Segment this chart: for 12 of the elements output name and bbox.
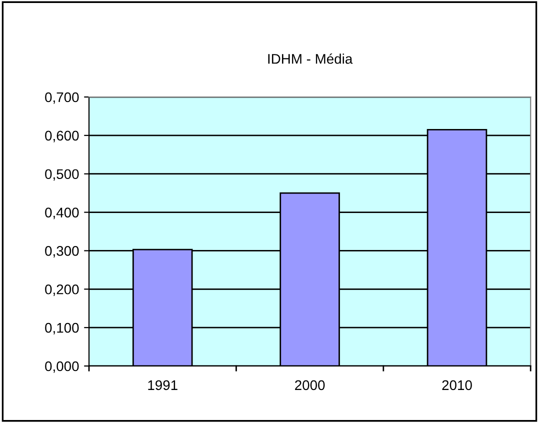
y-tick-label: 0,300 <box>45 246 79 258</box>
x-tick-label: 1991 <box>148 380 178 390</box>
y-tick-label: 0,100 <box>45 322 79 334</box>
y-tick-label: 0,400 <box>45 208 79 220</box>
y-tick-label: 0,000 <box>45 361 79 373</box>
y-tick-label: 0,600 <box>45 130 79 142</box>
x-tick-label: 2000 <box>295 380 325 390</box>
y-tick-label: 0,200 <box>45 284 79 296</box>
chart-title: IDHM - Média <box>268 53 353 64</box>
y-tick-label: 0,700 <box>45 92 79 104</box>
x-tick-label: 2010 <box>442 380 472 390</box>
y-tick-label: 0,500 <box>45 169 79 181</box>
